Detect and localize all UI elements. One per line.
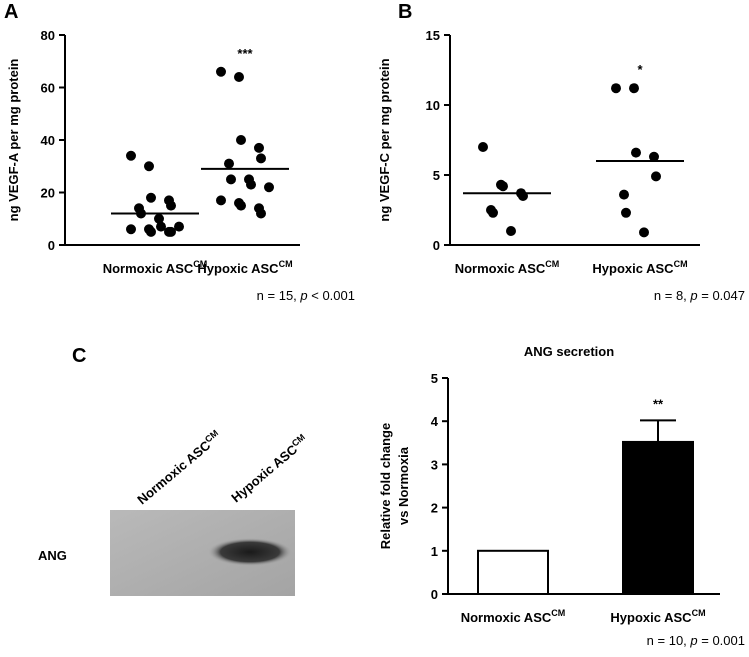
category-superscript: CM [193,259,207,269]
y-axis-label: ng VEGF-A per mg protein [6,59,21,222]
note-part: n = 15, [257,288,301,303]
data-point [506,226,516,236]
y-tick-label: 2 [431,501,438,516]
y-tick-label: 60 [41,81,55,96]
x-tick-label: Normoxic ASCCM [461,608,566,625]
y-tick-label: 0 [431,587,438,602]
category-superscript: CM [674,259,688,269]
data-point [216,66,226,77]
error-bar [640,419,676,442]
category-superscript: CM [279,259,293,269]
data-point [226,174,236,185]
y-axis-label: ng VEGF-C per mg protein [377,58,392,221]
bar [477,549,549,595]
data-point [611,83,621,94]
data-point [236,200,246,211]
data-point [649,151,659,162]
category-name: Hypoxic ASC [610,610,692,625]
data-point [126,150,136,161]
blot-row-label: ANG [38,548,67,563]
note-part: < 0.001 [308,288,355,303]
category-name: Hypoxic ASC [197,261,279,276]
y-tick-label: 5 [431,371,438,386]
category-name: Normoxic ASC [103,261,194,276]
data-point [236,135,246,145]
data-point [126,224,136,235]
data-point [166,226,176,237]
y-tick-label: 0 [433,238,440,253]
data-point [234,72,244,82]
data-point [619,189,629,200]
data-point [156,221,166,232]
data-point [629,83,639,94]
panel-label: B [398,1,412,23]
x-tick-label: Hypoxic ASCCM [197,259,292,276]
data-point [639,227,649,238]
category-superscript: CM [692,608,706,618]
category-superscript: CM [545,259,559,269]
significance: *** [237,46,253,61]
note: n = 8, p = 0.047 [654,288,745,303]
y-axis-label: Relative fold change [378,423,393,549]
data-point [651,171,661,182]
data-point [621,207,631,218]
category-name: Hypoxic ASC [592,261,674,276]
data-point [166,200,176,211]
chart-title: ANG secretion [524,344,614,359]
data-point [256,208,266,219]
bar [622,440,694,595]
y-tick-label: 10 [426,98,440,113]
data-point [254,142,264,153]
category-superscript: CM [551,608,565,618]
data-point [144,161,154,172]
data-point [478,142,488,152]
data-point [146,226,156,237]
data-point [246,179,256,190]
note-part: n = 10, [647,633,691,648]
x-tick-label: Hypoxic ASCCM [610,608,705,625]
note-part: p [689,633,697,648]
data-point [216,195,226,206]
x-tick-label: Hypoxic ASCCM [592,259,687,276]
significance: * [637,62,643,77]
note-part: = 0.001 [698,633,745,648]
data-point [488,207,498,218]
y-tick-label: 15 [426,28,440,43]
data-point [264,182,274,193]
y-tick-label: 40 [41,133,55,148]
y-tick-label: 1 [431,544,438,559]
panel-label: C [72,345,86,367]
note: n = 10, p = 0.001 [647,633,745,648]
data-point [498,181,508,192]
y-tick-label: 3 [431,457,438,472]
x-tick-label: Normoxic ASCCM [455,259,560,276]
data-point [256,153,266,164]
panel-label: A [4,1,18,23]
blot-lane-label: Hypoxic ASCCM [228,432,311,505]
category-name: Normoxic ASC [461,610,552,625]
western-blot: ANG Normoxic ASCCM Hypoxic ASCCM [38,428,311,596]
y-tick-label: 20 [41,186,55,201]
note-part: = 0.047 [698,288,745,303]
y-axis-label: vs Normoxia [396,446,411,525]
category-name: Normoxic ASC [455,261,546,276]
y-tick-label: 80 [41,28,55,43]
note-part: p [689,288,697,303]
blot-band [208,538,292,566]
data-point [154,213,164,224]
x-tick-label: Normoxic ASCCM [103,259,208,276]
significance: ** [653,396,664,411]
note-part: n = 8, [654,288,691,303]
blot-lane-label: Normoxic ASCCM [134,428,224,507]
y-tick-label: 0 [48,238,55,253]
note-part: p [299,288,307,303]
data-point [224,158,234,169]
y-tick-label: 5 [433,168,440,183]
data-point [631,147,641,158]
data-point [174,221,184,232]
data-point [146,192,156,203]
y-tick-label: 4 [431,414,439,429]
note: n = 15, p < 0.001 [257,288,355,303]
